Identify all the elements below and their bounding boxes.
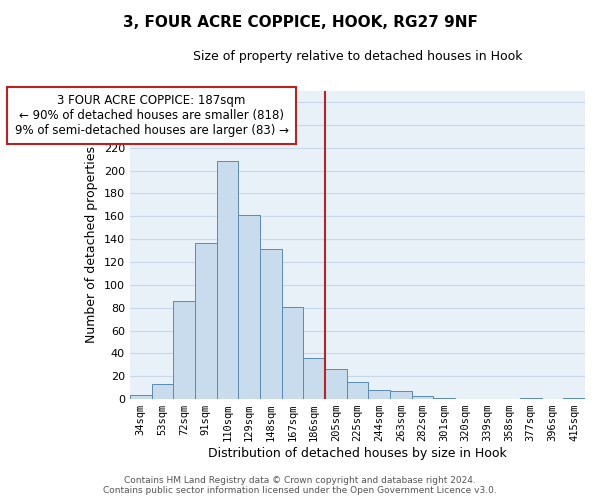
Text: 3 FOUR ACRE COPPICE: 187sqm
← 90% of detached houses are smaller (818)
9% of sem: 3 FOUR ACRE COPPICE: 187sqm ← 90% of det… <box>14 94 289 137</box>
Bar <box>347 382 368 399</box>
Bar <box>260 250 281 399</box>
Bar <box>433 398 455 399</box>
Bar <box>281 306 303 399</box>
Bar <box>217 162 238 399</box>
Bar <box>130 394 152 399</box>
Bar <box>238 215 260 399</box>
Bar <box>325 370 347 399</box>
Bar <box>412 396 433 399</box>
Text: Contains HM Land Registry data © Crown copyright and database right 2024.
Contai: Contains HM Land Registry data © Crown c… <box>103 476 497 495</box>
Bar <box>368 390 390 399</box>
Bar <box>390 391 412 399</box>
Bar <box>303 358 325 399</box>
Bar <box>195 242 217 399</box>
X-axis label: Distribution of detached houses by size in Hook: Distribution of detached houses by size … <box>208 447 507 460</box>
Bar <box>563 398 585 399</box>
Bar <box>173 301 195 399</box>
Bar <box>152 384 173 399</box>
Title: Size of property relative to detached houses in Hook: Size of property relative to detached ho… <box>193 50 522 63</box>
Text: 3, FOUR ACRE COPPICE, HOOK, RG27 9NF: 3, FOUR ACRE COPPICE, HOOK, RG27 9NF <box>122 15 478 30</box>
Bar <box>520 398 542 399</box>
Y-axis label: Number of detached properties: Number of detached properties <box>85 146 98 344</box>
